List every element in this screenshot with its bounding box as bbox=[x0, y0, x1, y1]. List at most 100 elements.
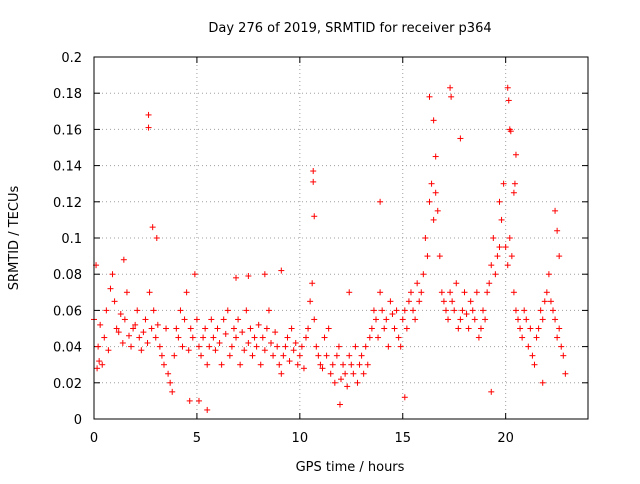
data-point bbox=[185, 347, 192, 354]
data-point bbox=[556, 325, 563, 332]
data-point bbox=[360, 370, 367, 377]
y-tick-label: 0.14 bbox=[53, 160, 82, 175]
data-point bbox=[290, 347, 297, 354]
data-point bbox=[432, 153, 439, 160]
data-point bbox=[204, 361, 211, 368]
data-point bbox=[296, 352, 303, 359]
data-point bbox=[105, 347, 112, 354]
data-point bbox=[420, 271, 427, 278]
y-tick-label: 0.18 bbox=[53, 87, 82, 102]
data-point bbox=[99, 361, 106, 368]
data-point bbox=[109, 271, 116, 278]
data-point bbox=[521, 307, 528, 314]
data-point bbox=[120, 256, 127, 263]
data-point bbox=[449, 298, 456, 305]
data-point bbox=[457, 316, 464, 323]
data-point bbox=[424, 253, 431, 260]
data-point bbox=[311, 213, 318, 220]
data-point bbox=[480, 307, 487, 314]
data-point bbox=[150, 307, 157, 314]
data-point bbox=[315, 352, 322, 359]
data-point bbox=[399, 316, 406, 323]
data-point bbox=[310, 178, 317, 185]
data-point bbox=[265, 307, 272, 314]
data-point bbox=[412, 316, 419, 323]
data-point bbox=[410, 307, 417, 314]
data-point bbox=[515, 316, 522, 323]
data-point bbox=[560, 352, 567, 359]
data-point bbox=[226, 352, 233, 359]
data-point bbox=[545, 271, 552, 278]
data-point bbox=[473, 289, 480, 296]
data-point bbox=[255, 321, 262, 328]
data-point bbox=[467, 298, 474, 305]
data-point bbox=[245, 273, 252, 280]
data-point bbox=[121, 316, 128, 323]
data-point bbox=[340, 361, 347, 368]
data-point bbox=[259, 334, 266, 341]
data-point bbox=[442, 307, 449, 314]
data-point bbox=[243, 307, 250, 314]
data-point bbox=[539, 379, 546, 386]
data-point bbox=[125, 332, 132, 339]
data-point bbox=[123, 289, 130, 296]
data-point bbox=[368, 325, 375, 332]
data-point bbox=[488, 262, 495, 269]
data-point bbox=[405, 298, 412, 305]
x-tick-label: 5 bbox=[193, 431, 201, 446]
y-tick-label: 0.16 bbox=[53, 123, 82, 138]
data-point bbox=[294, 361, 301, 368]
data-point bbox=[504, 262, 511, 269]
data-point bbox=[453, 280, 460, 287]
data-point bbox=[189, 334, 196, 341]
data-point bbox=[457, 135, 464, 142]
data-point bbox=[311, 316, 318, 323]
data-point bbox=[512, 151, 519, 158]
data-point bbox=[490, 235, 497, 241]
data-point bbox=[136, 334, 143, 341]
data-point bbox=[517, 325, 524, 332]
data-point bbox=[364, 361, 371, 368]
y-tick-label: 0 bbox=[74, 413, 82, 428]
data-point bbox=[342, 370, 349, 377]
data-point bbox=[510, 189, 517, 196]
data-point bbox=[152, 334, 159, 341]
data-point bbox=[531, 361, 538, 368]
data-point bbox=[165, 370, 172, 377]
data-point bbox=[537, 307, 544, 314]
x-tick-label: 20 bbox=[497, 431, 514, 446]
data-point bbox=[128, 343, 135, 350]
y-tick-label: 0.06 bbox=[53, 304, 82, 319]
data-point bbox=[300, 365, 307, 372]
data-point bbox=[502, 244, 509, 251]
data-point bbox=[171, 352, 178, 359]
data-point bbox=[284, 334, 291, 341]
data-point bbox=[401, 307, 408, 314]
data-point bbox=[529, 352, 536, 359]
data-point bbox=[220, 316, 227, 323]
data-point bbox=[331, 379, 338, 386]
data-point bbox=[268, 339, 275, 346]
data-point bbox=[348, 361, 355, 368]
data-point bbox=[445, 316, 452, 323]
data-point bbox=[541, 298, 548, 305]
data-point bbox=[216, 339, 223, 346]
data-point bbox=[346, 352, 353, 359]
data-point bbox=[562, 370, 569, 377]
data-point bbox=[263, 325, 270, 332]
data-point bbox=[496, 244, 503, 251]
data-point bbox=[403, 325, 410, 332]
data-point bbox=[381, 325, 388, 332]
plot-frame bbox=[93, 56, 589, 420]
data-point bbox=[346, 289, 353, 296]
data-point bbox=[486, 280, 493, 287]
data-point bbox=[200, 334, 207, 341]
data-point bbox=[214, 325, 221, 332]
data-point bbox=[310, 168, 317, 175]
data-point bbox=[167, 379, 174, 386]
data-point bbox=[370, 307, 377, 314]
data-point bbox=[414, 280, 421, 287]
data-points bbox=[91, 84, 569, 413]
data-point bbox=[278, 370, 285, 377]
